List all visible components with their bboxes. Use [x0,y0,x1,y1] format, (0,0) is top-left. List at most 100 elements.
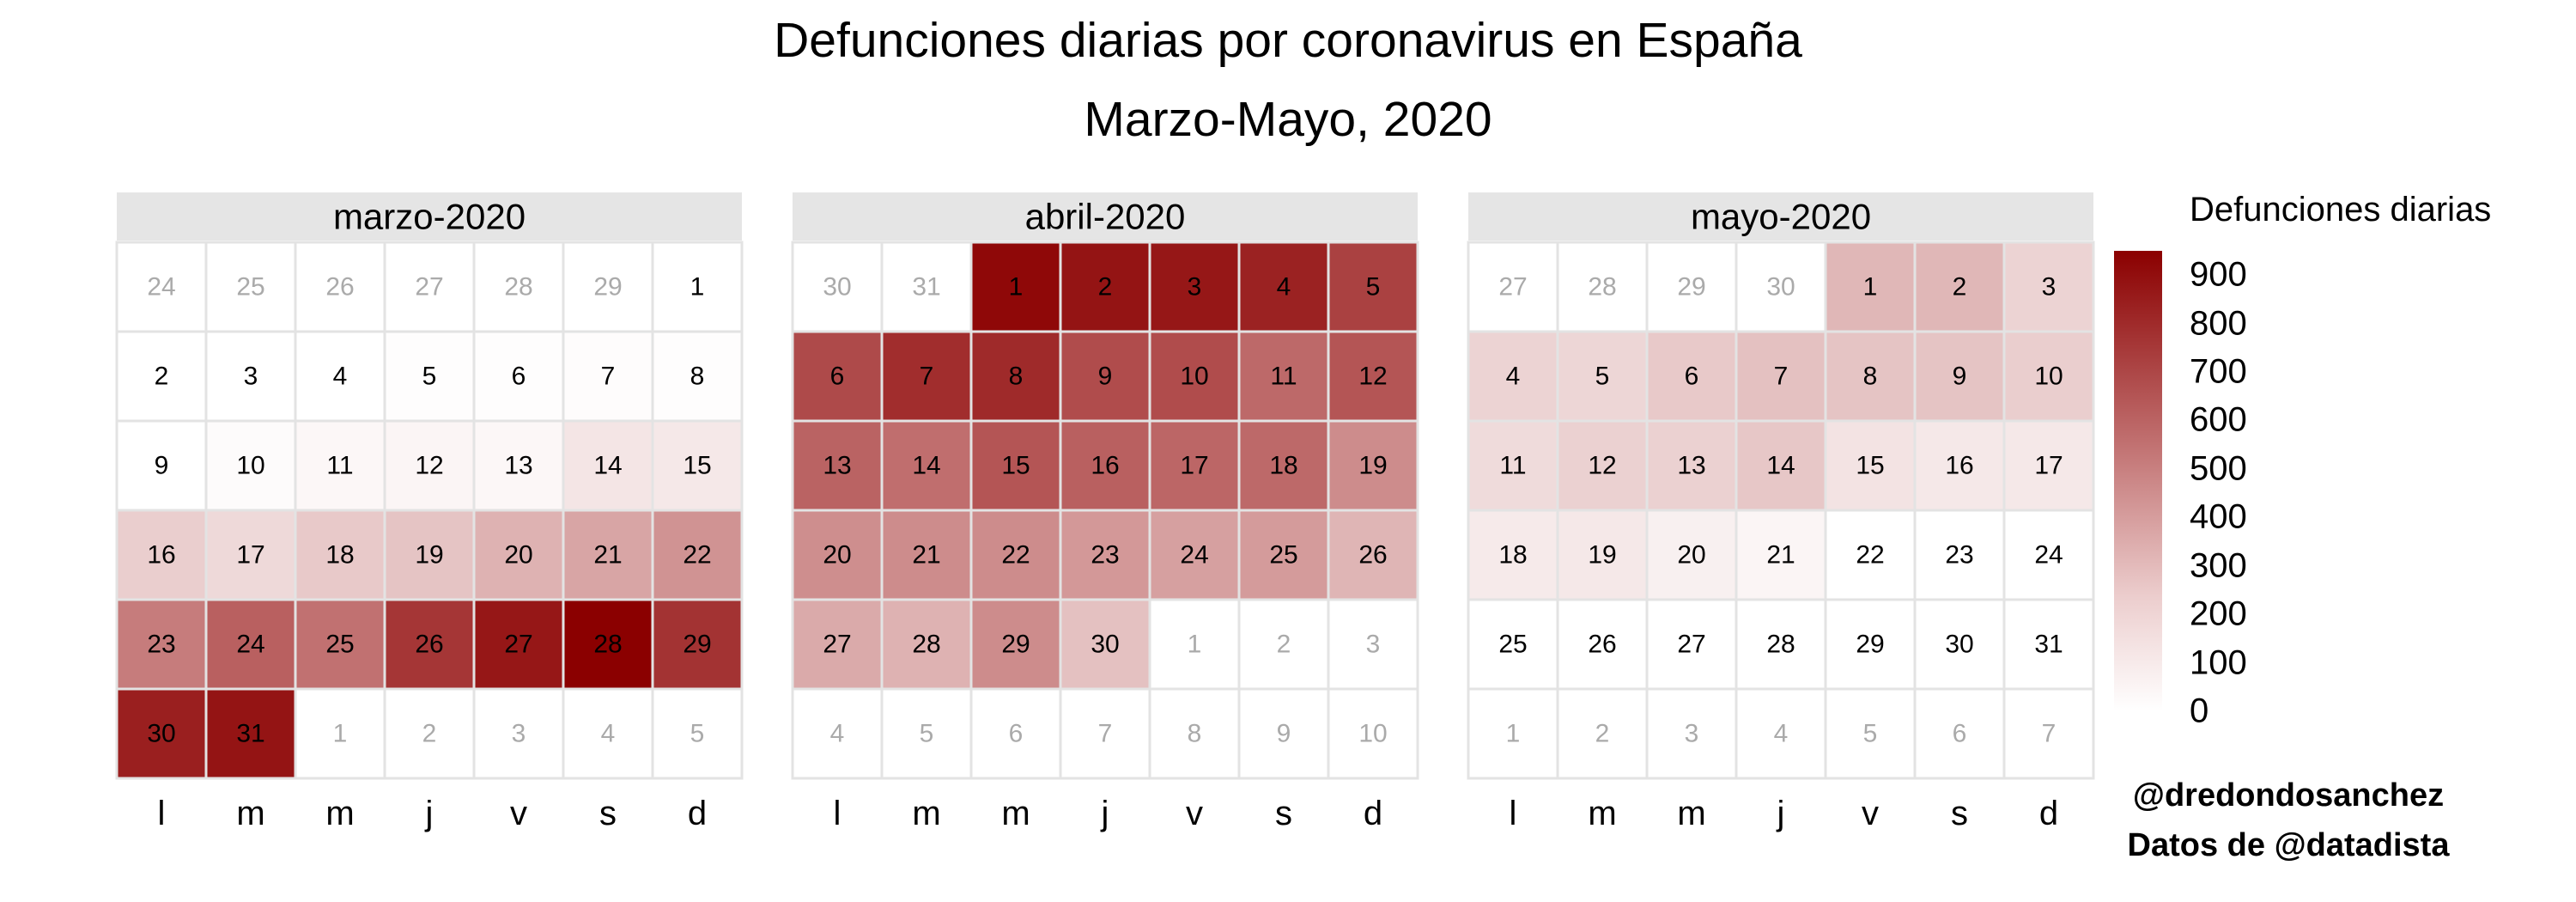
day-number: 11 [1499,452,1526,480]
weekday-label: j [1777,795,1785,832]
day-number: 15 [1001,452,1030,480]
day-cell [1059,509,1151,601]
weekday-label: d [2039,795,2058,832]
out-of-month-day-number: 6 [1009,720,1024,748]
day-cell [1467,330,1559,423]
day-number: 27 [504,631,532,659]
out-of-month-day-number: 25 [236,273,264,302]
day-number: 9 [155,452,169,480]
day-number: 21 [912,541,940,570]
day-number: 3 [1188,273,1202,302]
out-of-month-cell [472,687,565,780]
out-of-month-day-number: 2 [1595,720,1610,748]
day-number: 11 [1270,363,1297,391]
day-number: 22 [1856,541,1884,570]
day-cell [1913,598,2006,691]
out-of-month-cell [1467,687,1559,780]
day-number: 2 [155,363,169,391]
day-cell [294,419,386,512]
day-number: 31 [236,720,264,748]
day-number: 5 [1366,273,1381,302]
day-number: 20 [1677,541,1705,570]
panel-header [117,192,742,241]
day-cell [1735,419,1827,512]
day-cell [651,509,744,601]
day-cell [651,598,744,691]
day-number: 16 [1091,452,1119,480]
day-number: 11 [326,452,353,480]
day-number: 12 [415,452,443,480]
panel-title: marzo-2020 [333,197,526,237]
out-of-month-day-number: 4 [830,720,845,748]
panel-header [1468,192,2093,241]
legend-tick-label: 800 [2190,304,2247,343]
day-number: 16 [1945,452,1973,480]
day-number: 4 [1506,363,1521,391]
out-of-month-day-number: 8 [1188,720,1202,748]
day-number: 10 [1180,363,1208,391]
legend-tick-label: 400 [2190,497,2247,536]
day-number: 30 [1091,631,1119,659]
day-number: 12 [1588,452,1616,480]
day-number: 1 [1863,273,1878,302]
day-cell [2002,598,2095,691]
weekday-label: s [1275,795,1292,832]
out-of-month-cell [1556,687,1649,780]
day-number: 4 [333,363,348,391]
day-cell [204,509,297,601]
out-of-month-cell [1148,598,1241,691]
day-number: 20 [504,541,532,570]
chart-title: Defunciones diarias por coronavirus en E… [774,13,1802,68]
day-number: 14 [1766,452,1795,480]
out-of-month-day-number: 28 [504,273,532,302]
day-number: 30 [147,720,175,748]
day-number: 5 [422,363,437,391]
day-cell [1148,509,1241,601]
out-of-month-cell [1237,598,1330,691]
day-number: 28 [1766,631,1795,659]
out-of-month-cell [383,241,476,333]
panel-title: abril-2020 [1025,197,1186,237]
day-number: 8 [1009,363,1024,391]
out-of-month-day-number: 26 [325,273,354,302]
data-source-credit: Datos de @datadista [2127,827,2450,863]
day-cell [1467,598,1559,691]
day-cell [2002,241,2095,333]
out-of-month-day-number: 10 [1358,720,1387,748]
day-cell [1824,598,1917,691]
out-of-month-cell [1556,241,1649,333]
legend-title: Defunciones diarias [2190,191,2492,229]
day-cell [294,330,386,423]
day-number: 4 [1277,273,1291,302]
day-cell [969,419,1062,512]
day-number: 21 [593,541,622,570]
out-of-month-day-number: 5 [920,720,934,748]
weekday-label: m [1588,795,1616,832]
legend-tick-label: 0 [2190,692,2209,730]
out-of-month-day-number: 2 [1277,631,1291,659]
day-number: 1 [1009,273,1024,302]
weekday-label: m [236,795,264,832]
weekday-label: s [1951,795,1968,832]
legend-tick-label: 600 [2190,400,2247,439]
day-number: 7 [1774,363,1789,391]
day-number: 8 [1863,363,1878,391]
day-cell [1059,330,1151,423]
weekday-label: m [912,795,940,832]
weekday-label: m [325,795,354,832]
day-number: 24 [236,631,264,659]
weekday-label: s [599,795,617,832]
day-cell [204,330,297,423]
out-of-month-cell [1913,687,2006,780]
day-number: 15 [1856,452,1884,480]
day-number: 29 [1001,631,1030,659]
day-number: 15 [683,452,711,480]
chart-subtitle: Marzo-Mayo, 2020 [1084,92,1492,147]
day-number: 7 [601,363,616,391]
day-number: 2 [1098,273,1113,302]
day-number: 28 [912,631,940,659]
day-cell [1645,419,1738,512]
day-cell [115,598,208,691]
